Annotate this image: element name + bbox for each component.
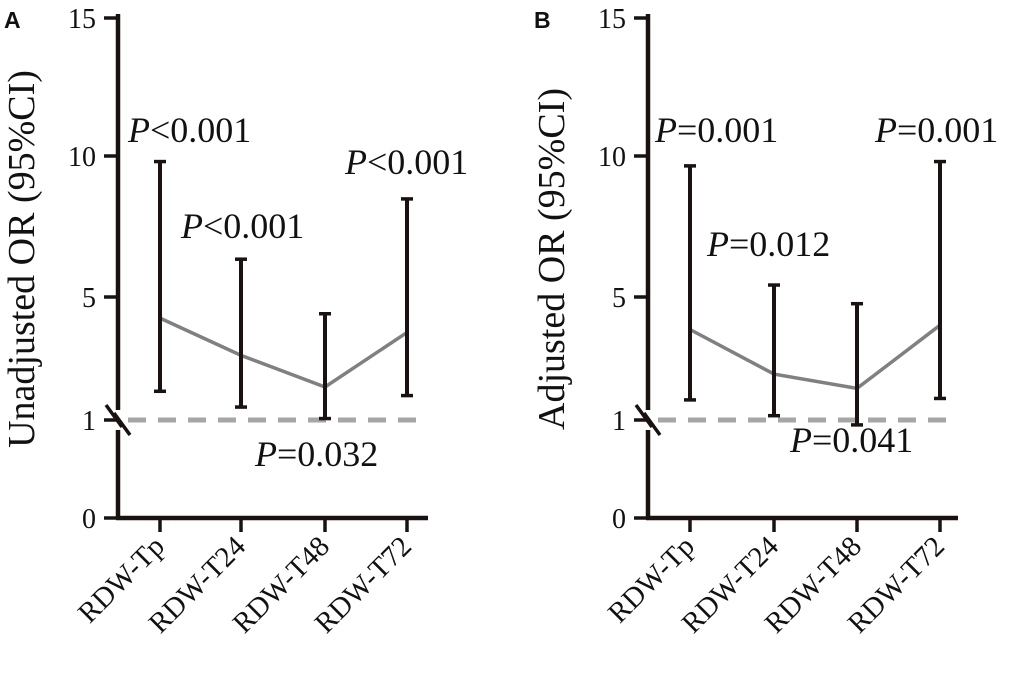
axis-break-mark <box>104 403 124 429</box>
p-value-label: P<0.001 <box>127 110 251 150</box>
y-tick-label: 1 <box>82 406 96 437</box>
y-tick-label: 5 <box>612 283 626 314</box>
y-axis-label: Unadjusted OR (95%CI) <box>1 70 43 448</box>
p-symbol: P <box>654 110 677 150</box>
p-symbol: P <box>874 110 897 150</box>
axis-break-mark <box>112 411 132 437</box>
y-tick-label: 5 <box>82 283 96 314</box>
p-value-text: <0.001 <box>203 206 304 246</box>
p-symbol: P <box>254 434 277 474</box>
p-value-text: =0.032 <box>277 434 378 474</box>
p-symbol: P <box>344 142 367 182</box>
p-value-label: P=0.001 <box>654 110 778 150</box>
p-value-label: P=0.041 <box>789 420 913 460</box>
p-value-label: P<0.001 <box>344 142 468 182</box>
p-value-text: <0.001 <box>150 110 251 150</box>
axis-break-mark <box>634 403 654 429</box>
p-symbol: P <box>706 224 729 264</box>
y-tick-label: 10 <box>68 142 96 173</box>
p-symbol: P <box>180 206 203 246</box>
p-value-text: =0.001 <box>897 110 998 150</box>
p-symbol: P <box>789 420 812 460</box>
y-tick-label: 10 <box>598 142 626 173</box>
trend-line <box>689 323 942 391</box>
p-value-text: =0.001 <box>677 110 778 150</box>
p-value-label: P<0.001 <box>180 206 304 246</box>
p-value-text: =0.041 <box>812 420 913 460</box>
panel-label: A <box>4 7 21 33</box>
y-tick-label: 0 <box>82 504 96 535</box>
trend-line <box>159 316 408 389</box>
y-tick-label: 0 <box>612 504 626 535</box>
y-tick-label: 15 <box>598 4 626 35</box>
panel-label: B <box>534 7 551 33</box>
y-tick-label: 15 <box>68 4 96 35</box>
p-value-text: =0.012 <box>729 224 830 264</box>
axis-break-mark <box>642 411 662 437</box>
p-symbol: P <box>127 110 150 150</box>
p-value-label: P=0.001 <box>874 110 998 150</box>
y-axis-label: Adjusted OR (95%CI) <box>531 88 573 430</box>
p-value-text: <0.001 <box>367 142 468 182</box>
y-tick-label: 1 <box>612 406 626 437</box>
p-value-label: P=0.032 <box>254 434 378 474</box>
p-value-label: P=0.012 <box>706 224 830 264</box>
